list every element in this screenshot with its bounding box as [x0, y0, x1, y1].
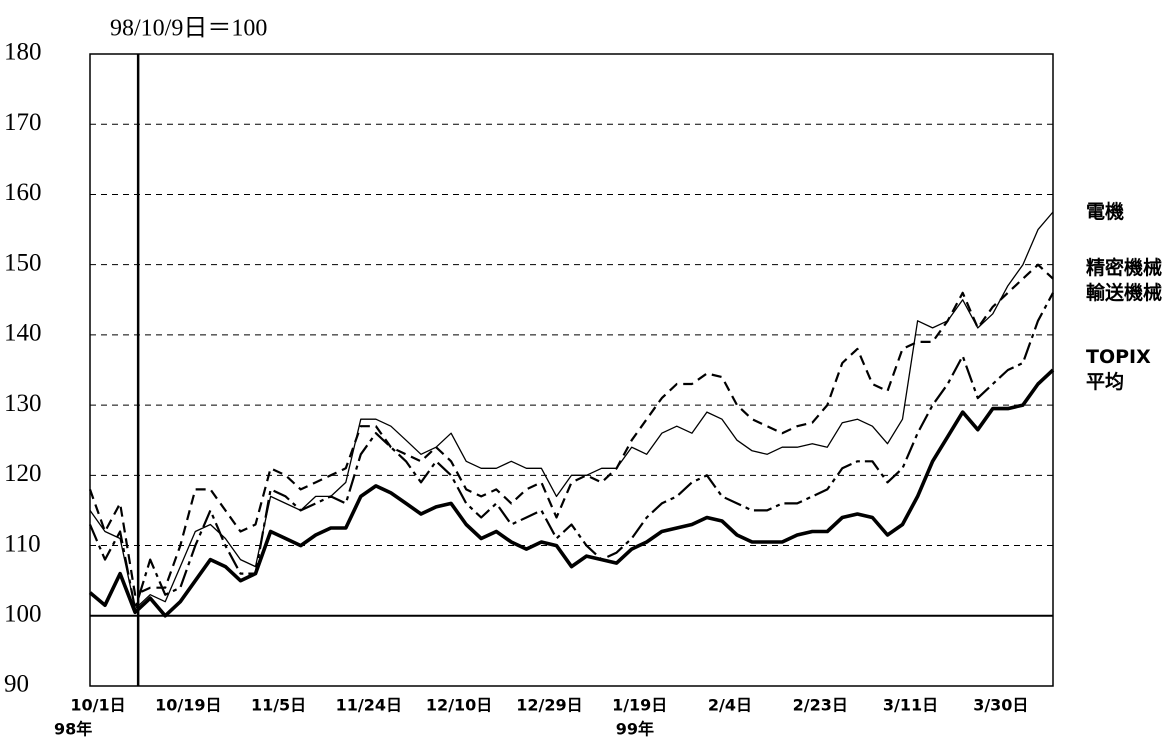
year-label: 98年 — [54, 720, 92, 739]
series-line — [89, 211, 1054, 610]
y-tick-label: 110 — [4, 530, 41, 557]
y-tick-label: 120 — [4, 460, 42, 487]
legend-label: 精密機械 — [1086, 257, 1163, 279]
x-tick-label: 10/19日 — [155, 696, 221, 715]
x-tick-label: 3/11日 — [883, 696, 938, 715]
legend-label: 電機 — [1086, 201, 1125, 223]
y-tick-label: 180 — [4, 39, 42, 66]
series-line — [88, 292, 1054, 610]
x-tick-label: 3/30日 — [973, 696, 1028, 715]
y-tick-label: 140 — [4, 320, 42, 347]
year-label: 99年 — [616, 720, 654, 739]
series-line — [88, 368, 1055, 618]
x-tick-label: 11/5日 — [251, 696, 306, 715]
legend-label: TOPIX 平均 — [1086, 346, 1151, 393]
plot-frame — [89, 53, 1054, 687]
x-tick-label: 10/1日 — [70, 696, 125, 715]
annotation: 98/10/9日＝100 — [110, 16, 267, 42]
x-tick-label: 11/24日 — [336, 696, 402, 715]
x-tick-label: 2/23日 — [793, 696, 848, 715]
y-tick-label: 130 — [4, 390, 42, 417]
x-tick-label: 12/10日 — [426, 696, 492, 715]
y-tick-label: 170 — [4, 109, 42, 136]
y-tick-label: 100 — [4, 601, 42, 628]
x-tick-label: 12/29日 — [516, 696, 582, 715]
x-tick-label: 2/4日 — [708, 696, 752, 715]
y-tick-label: 160 — [4, 179, 42, 206]
y-tick-label: 150 — [4, 249, 42, 276]
y-tick-label: 90 — [4, 671, 29, 698]
x-tick-label: 1/19日 — [612, 696, 667, 715]
legend-label: 輸送機械 — [1086, 282, 1163, 304]
